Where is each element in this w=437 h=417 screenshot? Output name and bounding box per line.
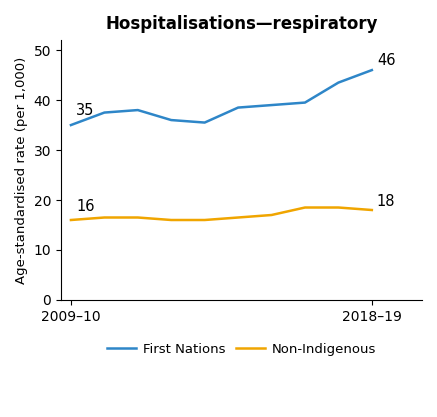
First Nations (236, 105, 241, 110)
Non-Indigenous (236, 215, 241, 220)
Title: Hospitalisations—respiratory: Hospitalisations—respiratory (105, 15, 378, 33)
Legend: First Nations, Non-Indigenous: First Nations, Non-Indigenous (102, 338, 381, 361)
Non-Indigenous (135, 215, 140, 220)
First Nations (202, 120, 207, 125)
Non-Indigenous (336, 205, 341, 210)
Line: First Nations: First Nations (71, 70, 372, 125)
Text: 35: 35 (76, 103, 94, 118)
Non-Indigenous (102, 215, 107, 220)
Non-Indigenous (369, 208, 375, 213)
Line: Non-Indigenous: Non-Indigenous (71, 208, 372, 220)
Non-Indigenous (202, 218, 207, 223)
First Nations (302, 100, 308, 105)
First Nations (369, 68, 375, 73)
Non-Indigenous (269, 213, 274, 218)
Text: 16: 16 (76, 199, 94, 214)
First Nations (169, 118, 174, 123)
Text: 46: 46 (377, 53, 395, 68)
Y-axis label: Age-standardised rate (per 1,000): Age-standardised rate (per 1,000) (15, 56, 28, 284)
Non-Indigenous (169, 218, 174, 223)
First Nations (135, 108, 140, 113)
First Nations (269, 103, 274, 108)
Non-Indigenous (68, 218, 73, 223)
First Nations (102, 110, 107, 115)
First Nations (336, 80, 341, 85)
Text: 18: 18 (377, 193, 395, 208)
Non-Indigenous (302, 205, 308, 210)
First Nations (68, 123, 73, 128)
